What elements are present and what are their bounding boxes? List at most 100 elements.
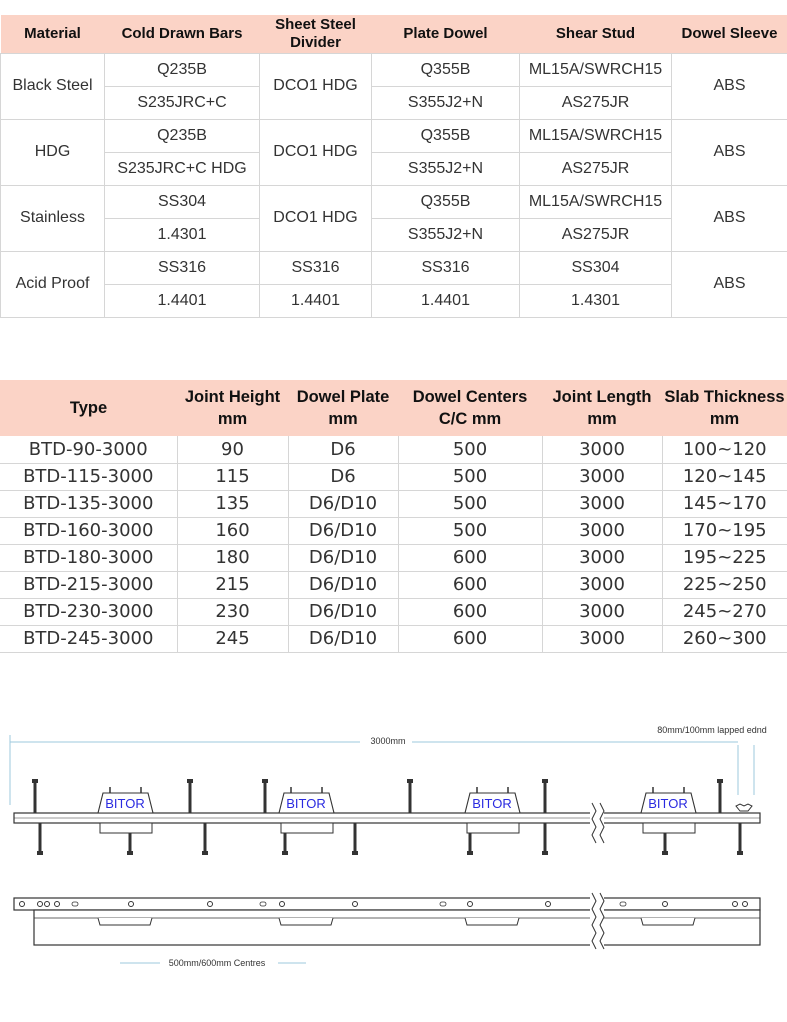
divider-plate xyxy=(33,909,761,946)
joint-height-cell: 230 xyxy=(177,598,289,626)
header-type-label: Type xyxy=(69,399,108,417)
joint-length-cell: 3000 xyxy=(542,436,663,464)
slab-thickness-cell: 225~250 xyxy=(662,571,787,599)
shear-stud-head xyxy=(542,779,548,783)
type-cell: BTD-135-3000 xyxy=(0,490,178,518)
plate-dowel-tab xyxy=(464,917,520,926)
fixing-hole xyxy=(662,901,668,907)
shear-stud-cell: ML15A/SWRCH15 xyxy=(519,118,672,153)
table-row: 1.4301 S355J2+N AS275JR xyxy=(1,217,787,252)
header-dowel-centers: Dowel Centers C/C mm xyxy=(398,380,542,436)
joint-length-cell: 3000 xyxy=(542,463,663,491)
dowel-plate-cell: D6 xyxy=(288,436,399,464)
plate-dowel xyxy=(280,822,334,834)
header-material: Material xyxy=(0,15,105,53)
header-dowel-plate-unit: mm xyxy=(328,410,358,428)
type-cell: BTD-245-3000 xyxy=(0,625,178,653)
shear-stud-head xyxy=(32,779,38,783)
shear-stud-head xyxy=(37,851,43,855)
slab-thickness-cell: 100~120 xyxy=(662,436,787,464)
table-row: S235JRC+C S355J2+N AS275JR xyxy=(1,85,787,120)
joint-height-cell: 245 xyxy=(177,625,289,653)
dowel-plate-cell: D6/D10 xyxy=(288,490,399,518)
shear-stud-head xyxy=(467,851,473,855)
materials-header-row: Material Cold Drawn Bars Sheet Steel Div… xyxy=(0,15,787,53)
type-cell: BTD-215-3000 xyxy=(0,571,178,599)
types-header-row: Type Joint Height mm Dowel Plate mm Dowel … xyxy=(0,380,787,436)
header-sheet-steel-divider-label: Sheet Steel Divider xyxy=(275,15,356,51)
dowel-centers-cell: 600 xyxy=(398,598,543,626)
type-cell: BTD-90-3000 xyxy=(0,436,178,464)
joint-height-cell: 160 xyxy=(177,517,289,545)
plate-dowel-sleeve xyxy=(640,792,697,814)
plate-dowel-cell: S355J2+N xyxy=(371,85,520,120)
dowel-centers-cell: 500 xyxy=(398,436,543,464)
joint-length-cell: 3000 xyxy=(542,544,663,572)
shear-stud-head xyxy=(127,851,133,855)
plate-dowel-sleeve xyxy=(278,792,335,814)
bars-cell: SS316 xyxy=(104,250,260,285)
fixing-hole xyxy=(352,901,358,907)
joint-length-cell: 3000 xyxy=(542,598,663,626)
type-cell: BTD-160-3000 xyxy=(0,517,178,545)
table-row: BTD-230-3000 230 D6/D10 600 3000 245~270 xyxy=(0,598,787,626)
sleeve-cell: ABS xyxy=(671,52,787,120)
bars-cell: 1.4301 xyxy=(104,217,260,252)
break-mark xyxy=(591,892,597,950)
header-joint-length-label: Joint Length xyxy=(552,388,652,406)
bars-cell: S235JRC+C HDG xyxy=(104,151,260,186)
joint-length-cell: 3000 xyxy=(542,625,663,653)
type-cell: BTD-115-3000 xyxy=(0,463,178,491)
break-mark xyxy=(591,802,597,844)
fixing-hole xyxy=(732,901,738,907)
centres-dimension-label: 500mm/600mm Centres xyxy=(169,958,266,968)
table-row: S235JRC+C HDG S355J2+N AS275JR xyxy=(1,151,787,186)
shear-stud-head xyxy=(717,779,723,783)
shear-stud-head xyxy=(187,779,193,783)
header-joint-height: Joint Height mm xyxy=(177,380,288,436)
plate-dowel xyxy=(466,822,520,834)
shear-stud-cell: AS275JR xyxy=(519,217,672,252)
header-dowel-plate: Dowel Plate mm xyxy=(288,380,398,436)
table-row: BTD-245-3000 245 D6/D10 600 3000 260~300 xyxy=(0,625,787,653)
joint-length-cell: 3000 xyxy=(542,490,663,518)
type-cell: BTD-180-3000 xyxy=(0,544,178,572)
brand-label: BITOR xyxy=(286,796,326,811)
fixing-hole xyxy=(128,901,134,907)
header-cold-drawn-bars: Cold Drawn Bars xyxy=(104,15,260,53)
shear-stud-head xyxy=(262,779,268,783)
plate-dowel xyxy=(642,822,696,834)
shear-stud-head xyxy=(662,851,668,855)
divider-cell: 1.4401 xyxy=(259,283,372,318)
dimension-lines xyxy=(9,735,755,964)
fixing-hole xyxy=(207,901,213,907)
fixing-hole xyxy=(54,901,60,907)
table-row: BTD-115-3000 115 D6 500 3000 120~145 xyxy=(0,463,787,491)
divider-cell: DCO1 HDG xyxy=(259,52,372,120)
slab-thickness-cell: 245~270 xyxy=(662,598,787,626)
header-slab-thickness-unit: mm xyxy=(709,410,740,428)
length-dimension-label: 3000mm xyxy=(370,736,405,746)
plate-dowel-cell: Q355B xyxy=(371,184,520,219)
header-joint-length: Joint Length mm xyxy=(542,380,662,436)
sleeve-cell: ABS xyxy=(671,250,787,318)
bars-cell: 1.4401 xyxy=(104,283,260,318)
sleeve-cell: ABS xyxy=(671,118,787,186)
header-joint-height-unit: mm xyxy=(217,410,248,428)
top-angle-rail xyxy=(13,897,761,911)
joint-plan-view xyxy=(13,892,761,955)
lap-dimension-label: 80mm/100mm lapped ednd xyxy=(657,725,767,735)
plate-dowel-cell: SS316 xyxy=(371,250,520,285)
fixing-slot xyxy=(439,901,447,907)
wing-nut xyxy=(735,803,753,812)
shear-stud-head xyxy=(737,851,743,855)
brand-label: BITOR xyxy=(472,796,512,811)
table-row: Black Steel Q235B DCO1 HDG Q355B ML15A/S… xyxy=(0,52,787,120)
dowel-centers-cell: 500 xyxy=(398,463,543,491)
product-types-table: Type Joint Height mm Dowel Plate mm Dowel … xyxy=(0,380,787,653)
header-slab-thickness: Slab Thickness mm xyxy=(662,380,787,436)
joint-height-cell: 215 xyxy=(177,571,289,599)
table-row: Acid Proof SS316 SS316 SS316 SS304 ABS xyxy=(0,250,787,318)
shear-stud-cell: AS275JR xyxy=(519,85,672,120)
fixing-hole xyxy=(37,901,43,907)
